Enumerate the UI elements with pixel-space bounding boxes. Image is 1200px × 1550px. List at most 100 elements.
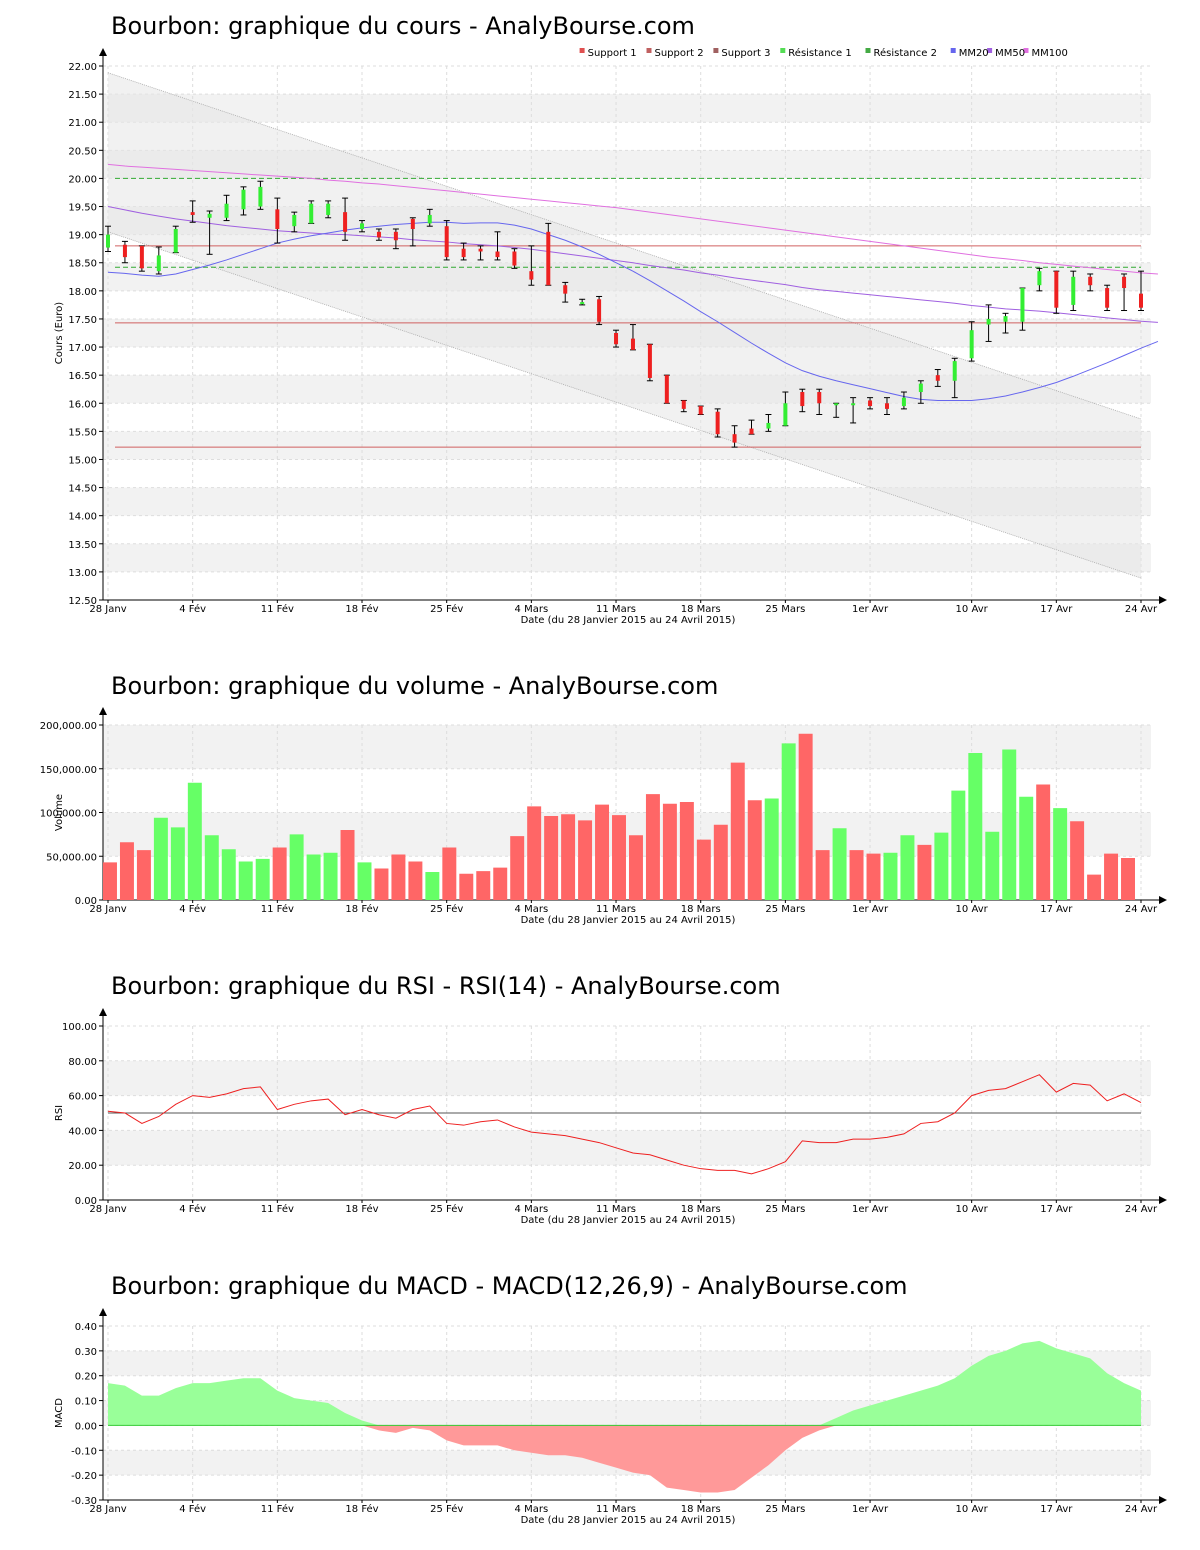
volume-bar-down <box>493 867 508 900</box>
price-ytick-label: 20.50 <box>68 146 97 157</box>
rsi-xtick-label: 18 Fév <box>345 1203 378 1215</box>
price-ytick-label: 20.00 <box>68 174 97 185</box>
price-candle-down <box>512 251 517 266</box>
volume-xtick-label: 10 Avr <box>956 904 989 915</box>
volume-bar-up <box>221 849 236 900</box>
price-candle-down <box>1088 276 1093 286</box>
price-candle-down <box>393 231 398 241</box>
price-ytick-label: 14.00 <box>68 512 97 523</box>
volume-bar-down <box>578 820 593 900</box>
volume-bar-down <box>662 803 677 900</box>
price-grid-band <box>103 94 1151 123</box>
price-candle-up <box>851 403 856 406</box>
price-candle-up <box>427 214 432 224</box>
price-candle-down <box>461 248 466 258</box>
price-candle-down <box>614 333 619 345</box>
price-legend-swatch <box>950 48 956 53</box>
price-candle-up <box>580 302 585 305</box>
volume-bar-down <box>917 844 932 900</box>
volume-bar-down <box>442 847 457 900</box>
volume-bar-down <box>628 835 643 900</box>
price-xtick-label: 10 Avr <box>956 604 989 615</box>
macd-xtick-label: 25 Mars <box>765 1504 805 1515</box>
volume-bar-up <box>985 831 1000 900</box>
rsi-grid-band <box>103 1130 1151 1166</box>
macd-ytick-label: 0.10 <box>75 1397 97 1408</box>
price-ytick-label: 21.00 <box>68 118 97 129</box>
volume-x-axis-label: Date (du 28 Janvier 2015 au 24 Avril 201… <box>521 915 736 926</box>
price-candle-down <box>546 231 551 286</box>
price-ytick-label: 16.00 <box>68 399 97 410</box>
volume-bar-down <box>747 800 762 900</box>
volume-y-axis-label: Volume <box>54 794 65 831</box>
price-legend-label: Support 1 <box>588 48 637 59</box>
price-candle-up <box>173 229 178 253</box>
price-legend-label: Support 2 <box>655 48 704 59</box>
price-candle-up <box>766 422 771 429</box>
macd-y-axis-arrow <box>99 1308 107 1316</box>
macd-xtick-label: 4 Mars <box>515 1504 549 1515</box>
macd-xtick-label: 25 Fév <box>430 1503 463 1515</box>
macd-y-axis-label: MACD <box>54 1398 65 1428</box>
volume-bar-up <box>357 862 372 900</box>
price-ytick-label: 19.00 <box>68 231 97 242</box>
rsi-xtick-label: 4 Mars <box>515 1204 549 1215</box>
price-ytick-label: 18.00 <box>68 287 97 298</box>
macd-ytick-label: 0.30 <box>75 1347 97 1358</box>
volume-bar-down <box>696 839 711 900</box>
price-ytick-label: 14.50 <box>68 484 97 495</box>
macd-ytick-label: -0.10 <box>71 1446 97 1457</box>
volume-x-axis-arrow <box>1159 896 1167 904</box>
macd-xtick-label: 10 Avr <box>956 1504 989 1515</box>
volume-bar-down <box>815 850 830 900</box>
price-candle-down <box>275 209 280 230</box>
price-candle-up <box>986 318 991 325</box>
price-legend-label: Résistance 1 <box>788 47 851 59</box>
rsi-xtick-label: 11 Mars <box>596 1204 636 1215</box>
price-candle-up <box>1071 276 1076 305</box>
price-ytick-label: 16.50 <box>68 371 97 382</box>
rsi-xtick-label: 28 Janv <box>89 1204 126 1215</box>
volume-bar-down <box>119 842 134 900</box>
macd-xtick-label: 18 Mars <box>681 1504 721 1515</box>
volume-bar-up <box>1002 749 1017 900</box>
volume-xtick-label: 11 Fév <box>261 903 294 915</box>
price-candle-up <box>952 361 957 381</box>
volume-xtick-label: 25 Mars <box>765 904 805 915</box>
volume-bar-down <box>866 853 881 900</box>
macd-xtick-label: 1er Avr <box>852 1504 889 1515</box>
volume-bar-up <box>883 852 898 900</box>
price-legend-label: MM20 <box>959 48 989 59</box>
price-trend-channel <box>108 72 1141 579</box>
volume-bar-down <box>1104 853 1119 900</box>
volume-bar-down <box>1087 874 1102 900</box>
price-xtick-label: 1er Avr <box>852 604 889 615</box>
price-candle-down <box>681 400 686 409</box>
volume-bar-down <box>645 794 660 900</box>
rsi-ytick-label: 80.00 <box>68 1057 97 1068</box>
volume-bar-down <box>408 861 423 900</box>
rsi-xtick-label: 4 Fév <box>179 1203 206 1215</box>
volume-bar-down <box>340 830 355 900</box>
volume-bar-up <box>323 852 338 900</box>
price-xtick-label: 24 Avr <box>1125 604 1158 615</box>
price-x-axis-arrow <box>1159 596 1167 604</box>
price-x-axis-label: Date (du 28 Janvier 2015 au 24 Avril 201… <box>521 615 736 626</box>
price-candle-up <box>1037 271 1042 286</box>
price-legend-label: Résistance 2 <box>874 47 937 59</box>
price-candle-down <box>1105 288 1110 308</box>
price-legend-label: MM50 <box>995 48 1025 59</box>
volume-bar-up <box>289 834 304 900</box>
price-candle-down <box>1054 271 1059 308</box>
volume-bar-down <box>527 806 542 900</box>
rsi-xtick-label: 10 Avr <box>956 1204 989 1215</box>
volume-ytick-label: 150,000.00 <box>40 765 97 776</box>
price-ytick-label: 13.00 <box>68 568 97 579</box>
rsi-y-axis-arrow <box>99 1008 107 1016</box>
price-xtick-label: 4 Fév <box>179 603 206 615</box>
price-candle-down <box>529 271 534 280</box>
price-candle-up <box>241 189 246 210</box>
volume-ytick-label: 0.00 <box>75 896 97 907</box>
price-candle-down <box>868 400 873 407</box>
